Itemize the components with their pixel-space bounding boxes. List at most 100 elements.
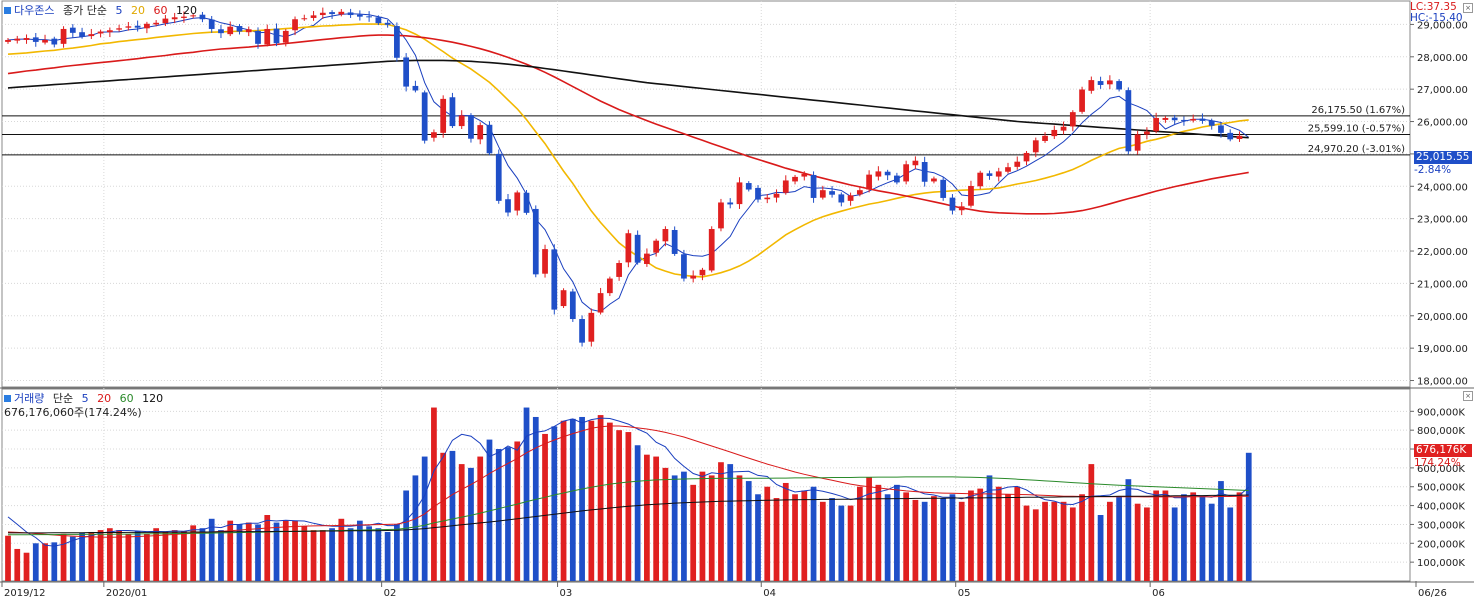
volume-bar <box>597 415 604 581</box>
candle-body <box>412 85 419 91</box>
candle-body <box>1227 132 1234 140</box>
candle-body <box>486 124 493 154</box>
volume-bar <box>1088 464 1095 581</box>
volume-bar <box>699 471 706 581</box>
candle-body <box>505 199 511 213</box>
x-tick-label: 06/26 <box>1418 588 1447 599</box>
price-tick-label: 18,000.00 <box>1417 377 1468 388</box>
volume-bar <box>810 486 817 581</box>
volume-bar <box>144 533 150 581</box>
volume-bar <box>32 543 39 581</box>
volume-bar <box>1190 492 1197 581</box>
candle-body <box>801 173 808 177</box>
candle-body <box>208 19 215 29</box>
volume-bar <box>653 456 660 581</box>
price-panel-close-icon[interactable]: × <box>1463 3 1473 13</box>
candle-body <box>125 26 132 28</box>
price-tick-label: 29,000.00 <box>1417 20 1468 31</box>
volume-bar <box>718 462 724 581</box>
candle-body <box>468 115 474 139</box>
volume-bar <box>69 536 76 581</box>
x-tick-label: 02 <box>384 588 397 599</box>
volume-bar <box>847 505 854 581</box>
x-tick-label: 06 <box>1152 588 1165 599</box>
current-price-tag: 25,015.55 <box>1414 151 1472 164</box>
volume-bar <box>1162 490 1169 581</box>
candle-body <box>847 195 854 201</box>
current-volume-pct: 174.24% <box>1414 457 1461 469</box>
volume-bar <box>190 525 197 581</box>
volume-bar <box>495 449 502 581</box>
candle-body <box>69 27 76 33</box>
volume-bar <box>310 530 317 581</box>
candle-body <box>606 278 613 294</box>
volume-ma-line <box>8 494 1249 534</box>
price-tick-label: 21,000.00 <box>1417 279 1468 290</box>
volume-bar <box>792 494 798 581</box>
volume-bar <box>1106 501 1113 581</box>
candle-body <box>32 37 39 42</box>
volume-panel-close-icon[interactable]: × <box>1463 391 1473 401</box>
volume-bar <box>866 477 872 581</box>
candle-body <box>949 197 956 211</box>
candle-body <box>190 15 197 17</box>
volume-bar <box>1134 503 1141 581</box>
candle-body <box>819 190 826 198</box>
volume-bar <box>1069 507 1076 581</box>
candle-body <box>764 197 771 200</box>
candle-body <box>977 172 984 187</box>
volume-bar <box>894 484 900 581</box>
candle-body <box>625 233 632 263</box>
volume-bar <box>431 407 437 581</box>
volume-bar <box>727 464 734 581</box>
candle-body <box>458 115 465 127</box>
candle-body <box>782 180 789 193</box>
volume-bar <box>1097 515 1104 581</box>
volume-bar <box>134 531 141 581</box>
volume-bar <box>1042 501 1048 581</box>
volume-bar <box>245 522 252 581</box>
candle-body <box>523 192 530 213</box>
candle-body <box>106 30 113 33</box>
volume-bar <box>958 501 965 581</box>
volume-bar <box>736 475 743 581</box>
volume-bar <box>42 543 48 581</box>
candle-body <box>616 263 622 277</box>
candle-body <box>829 191 835 195</box>
price-legend: 다우존스 종가 단순 5 20 60 120 <box>4 2 202 18</box>
price-ma-5: 5 <box>115 4 123 17</box>
volume-bar <box>181 531 187 581</box>
candle-body <box>144 23 150 29</box>
volume-bar <box>764 486 771 581</box>
volume-bar <box>338 518 345 581</box>
price-ma-label: 종가 단순 <box>62 4 107 17</box>
candle-body <box>1190 118 1197 121</box>
volume-legend: 거래량 단순 5 20 60 120 <box>4 390 168 406</box>
volume-bar <box>125 533 132 581</box>
volume-ma-5: 5 <box>81 392 89 405</box>
volume-ma-60: 60 <box>119 392 134 405</box>
candle-body <box>810 174 817 198</box>
volume-ma-120: 120 <box>142 392 164 405</box>
volume-tick-label: 500,000K <box>1417 483 1465 494</box>
volume-bar <box>273 522 280 581</box>
candle-body <box>1069 112 1076 127</box>
volume-bar <box>468 467 474 581</box>
volume-bar <box>912 499 919 581</box>
volume-tick-label: 800,000K <box>1417 426 1465 437</box>
volume-info: 676,176,060주(174.24%) <box>4 406 142 419</box>
candle-body <box>440 98 447 133</box>
volume-bar <box>255 524 261 581</box>
candle-body <box>236 26 243 32</box>
volume-ma-line <box>7 417 1250 547</box>
volume-bar <box>394 524 400 581</box>
volume-bar <box>1227 507 1234 581</box>
volume-bar <box>569 418 576 581</box>
price-title: 다우존스 <box>14 4 55 17</box>
candle-body <box>1014 161 1021 167</box>
volume-bar <box>986 475 993 581</box>
price-ma-line <box>7 59 1249 139</box>
volume-bar <box>60 533 67 581</box>
candle-body <box>273 28 280 44</box>
